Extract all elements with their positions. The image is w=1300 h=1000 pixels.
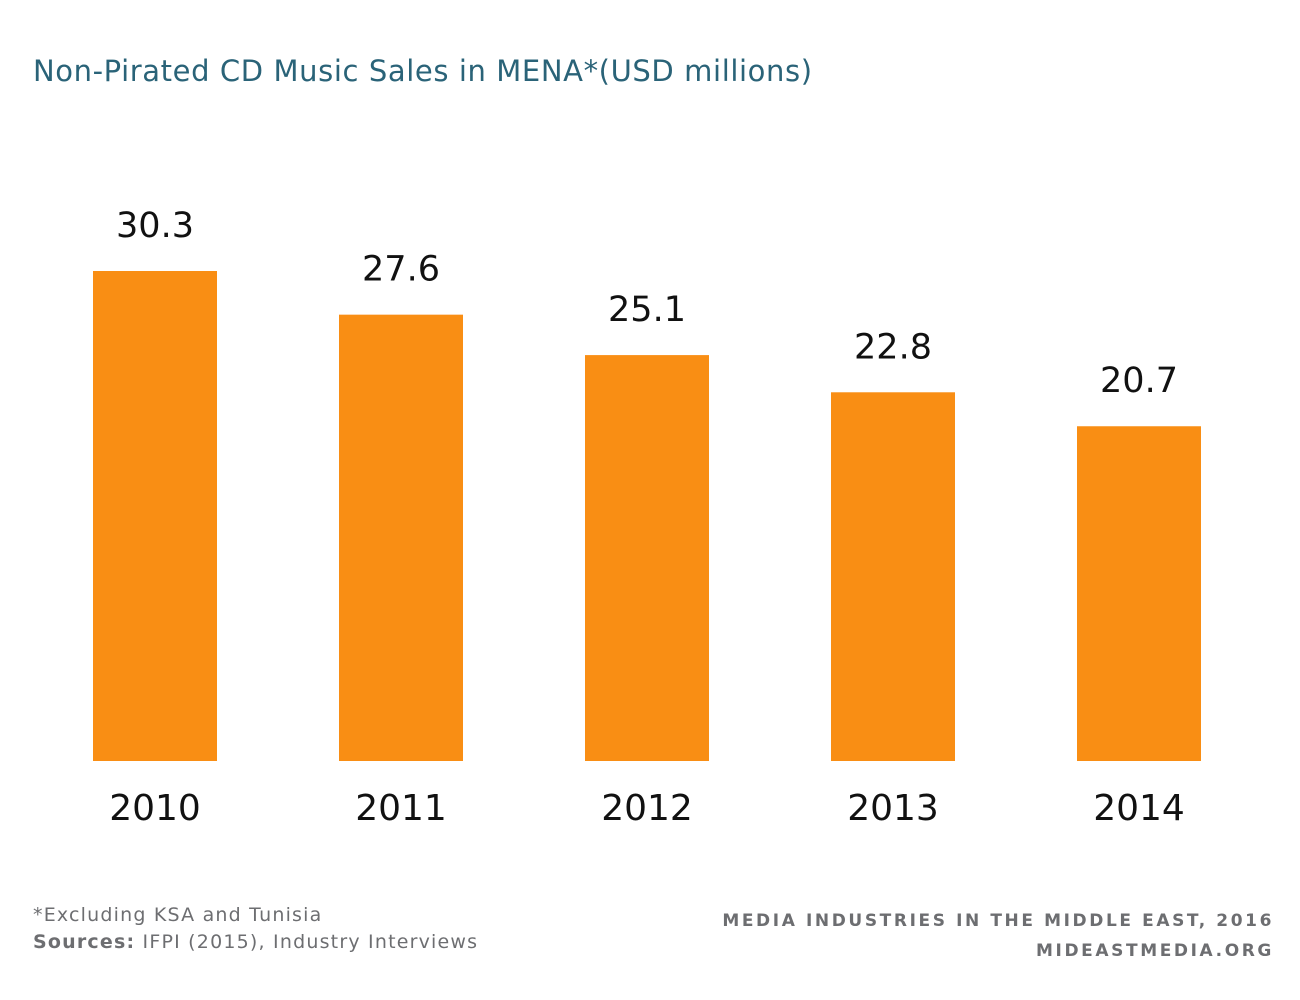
bar-2011 bbox=[339, 314, 463, 761]
value-label-2012: 25.1 bbox=[608, 290, 686, 330]
category-label-2013: 2013 bbox=[847, 788, 939, 829]
credit-publication: MEDIA INDUSTRIES IN THE MIDDLE EAST, 201… bbox=[722, 911, 1274, 931]
category-label-2014: 2014 bbox=[1093, 788, 1185, 829]
credit: MEDIA INDUSTRIES IN THE MIDDLE EAST, 201… bbox=[722, 906, 1274, 966]
chart-title: Non-Pirated CD Music Sales in MENA*(USD … bbox=[33, 54, 813, 88]
sources-text: IFPI (2015), Industry Interviews bbox=[135, 931, 479, 953]
bar-2014 bbox=[1077, 426, 1201, 761]
category-label-2010: 2010 bbox=[109, 788, 201, 829]
bar-2013 bbox=[831, 392, 955, 761]
credit-website: MIDEASTMEDIA.ORG bbox=[1036, 941, 1274, 961]
sources-line: Sources: IFPI (2015), Industry Interview… bbox=[33, 929, 478, 956]
bar-2012 bbox=[585, 355, 709, 761]
value-label-2013: 22.8 bbox=[854, 327, 932, 367]
value-label-2010: 30.3 bbox=[116, 206, 194, 246]
sources-label: Sources: bbox=[33, 931, 136, 953]
footnote-note: *Excluding KSA and Tunisia bbox=[33, 904, 323, 926]
category-label-2011: 2011 bbox=[355, 788, 447, 829]
value-label-2014: 20.7 bbox=[1100, 361, 1178, 401]
bar-2010 bbox=[93, 271, 217, 761]
value-label-2011: 27.6 bbox=[362, 250, 440, 290]
footnote: *Excluding KSA and Tunisia Sources: IFPI… bbox=[33, 902, 478, 956]
category-label-2012: 2012 bbox=[601, 788, 693, 829]
